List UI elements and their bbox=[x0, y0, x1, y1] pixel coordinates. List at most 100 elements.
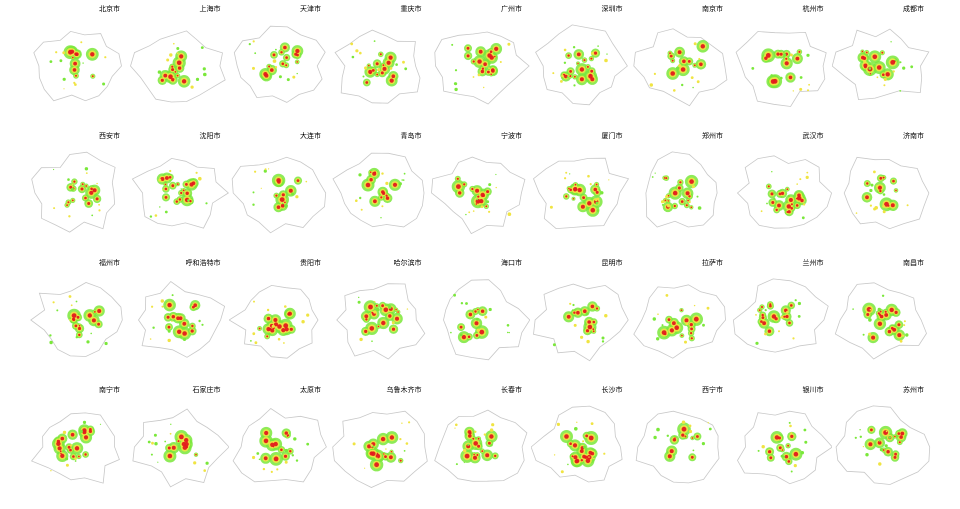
heat-spot bbox=[287, 311, 292, 316]
heat-spot bbox=[71, 313, 77, 318]
heat-spot bbox=[281, 62, 285, 66]
heat-spot bbox=[680, 309, 683, 311]
heat-dot bbox=[757, 449, 760, 452]
heat-spot bbox=[376, 452, 378, 455]
heat-spot bbox=[280, 51, 283, 54]
heat-dot bbox=[788, 421, 791, 424]
heat-spot bbox=[176, 183, 179, 185]
heat-dot bbox=[357, 296, 359, 299]
heat-dot bbox=[573, 323, 577, 327]
heat-dot bbox=[495, 173, 497, 176]
heat-spot bbox=[380, 71, 384, 75]
heat-spot bbox=[266, 335, 269, 338]
city-heatmap bbox=[736, 155, 832, 229]
heat-dot bbox=[696, 195, 699, 198]
heat-spot bbox=[671, 59, 674, 62]
heat-spot bbox=[167, 446, 171, 450]
heat-dot bbox=[286, 78, 290, 82]
heat-dot bbox=[472, 210, 475, 212]
heat-spot bbox=[884, 201, 889, 207]
heat-dot bbox=[49, 334, 52, 337]
heat-dot bbox=[284, 305, 287, 308]
heat-spot bbox=[388, 55, 393, 60]
heat-spot bbox=[882, 176, 885, 179]
heat-spot bbox=[171, 445, 176, 450]
city-title: 武汉市 bbox=[802, 132, 824, 140]
heat-spot bbox=[467, 335, 471, 339]
heat-dot bbox=[398, 438, 401, 441]
heat-dot bbox=[168, 53, 172, 57]
city-title: 济南市 bbox=[903, 132, 924, 140]
heat-spot bbox=[574, 183, 576, 186]
city-title: 上海市 bbox=[199, 5, 221, 13]
heat-dot bbox=[763, 332, 767, 336]
heat-dot bbox=[96, 182, 98, 185]
heat-spot bbox=[585, 329, 589, 333]
heat-dot bbox=[902, 66, 906, 70]
heat-dot bbox=[559, 80, 563, 83]
heat-dot bbox=[708, 427, 712, 431]
heat-spot bbox=[489, 434, 494, 439]
heat-spot bbox=[784, 455, 788, 459]
heat-spot bbox=[363, 314, 368, 319]
heat-spot bbox=[364, 81, 368, 84]
heat-spot bbox=[690, 206, 693, 209]
heat-spot bbox=[790, 203, 793, 206]
city-boundary bbox=[532, 157, 629, 230]
heat-spot bbox=[72, 56, 74, 59]
heat-dot bbox=[754, 314, 757, 316]
heat-dot bbox=[488, 183, 492, 187]
heat-spot bbox=[672, 438, 677, 442]
heat-spot bbox=[70, 432, 75, 437]
heat-spot bbox=[687, 60, 691, 63]
heat-spot bbox=[761, 316, 764, 319]
heat-spot bbox=[795, 56, 799, 61]
heat-dot bbox=[252, 66, 255, 70]
heat-spot bbox=[566, 54, 570, 57]
heat-spot bbox=[275, 194, 278, 197]
heat-spot bbox=[280, 203, 285, 208]
heat-dot bbox=[480, 205, 484, 208]
heat-spot bbox=[581, 196, 585, 199]
heat-dot bbox=[75, 300, 78, 303]
city-boundary bbox=[834, 282, 927, 360]
city-heatmap bbox=[30, 282, 123, 357]
heat-dot bbox=[780, 454, 783, 458]
heat-dot bbox=[596, 209, 599, 212]
heat-spot bbox=[369, 326, 374, 331]
heat-dot bbox=[888, 436, 892, 439]
heat-spot bbox=[167, 303, 170, 306]
heat-dot bbox=[488, 307, 492, 312]
city-map-panel: 呼和浩特市 bbox=[129, 254, 229, 380]
heat-spot bbox=[890, 203, 895, 208]
heat-dot bbox=[805, 175, 809, 179]
city-map-panel: 太原市 bbox=[229, 381, 329, 507]
heat-spot bbox=[466, 46, 470, 50]
city-title: 广州市 bbox=[501, 5, 522, 13]
heat-dot bbox=[869, 308, 872, 311]
heat-dot bbox=[877, 307, 881, 312]
heat-dot bbox=[601, 336, 604, 340]
heat-dot bbox=[62, 430, 67, 435]
heat-spot bbox=[898, 441, 901, 444]
heat-spot bbox=[394, 308, 397, 311]
heat-dot bbox=[75, 336, 78, 339]
heat-spot bbox=[371, 69, 375, 72]
city-title: 呼和浩特市 bbox=[185, 259, 221, 267]
city-heatmap bbox=[434, 409, 528, 482]
city-heatmap bbox=[832, 28, 930, 101]
heat-spot bbox=[767, 450, 771, 454]
heat-dot bbox=[882, 204, 885, 208]
heat-spot bbox=[383, 307, 388, 313]
heat-dot bbox=[406, 308, 408, 310]
heat-spot bbox=[879, 189, 882, 193]
city-boundary bbox=[131, 157, 229, 229]
heat-dot bbox=[104, 56, 107, 59]
city-title: 西宁市 bbox=[702, 386, 723, 394]
heat-spot bbox=[584, 434, 588, 438]
heat-spot bbox=[591, 328, 594, 331]
heat-spot bbox=[382, 66, 386, 71]
heat-spot bbox=[693, 316, 699, 322]
heat-spot bbox=[178, 316, 182, 320]
heat-spot bbox=[796, 195, 801, 201]
